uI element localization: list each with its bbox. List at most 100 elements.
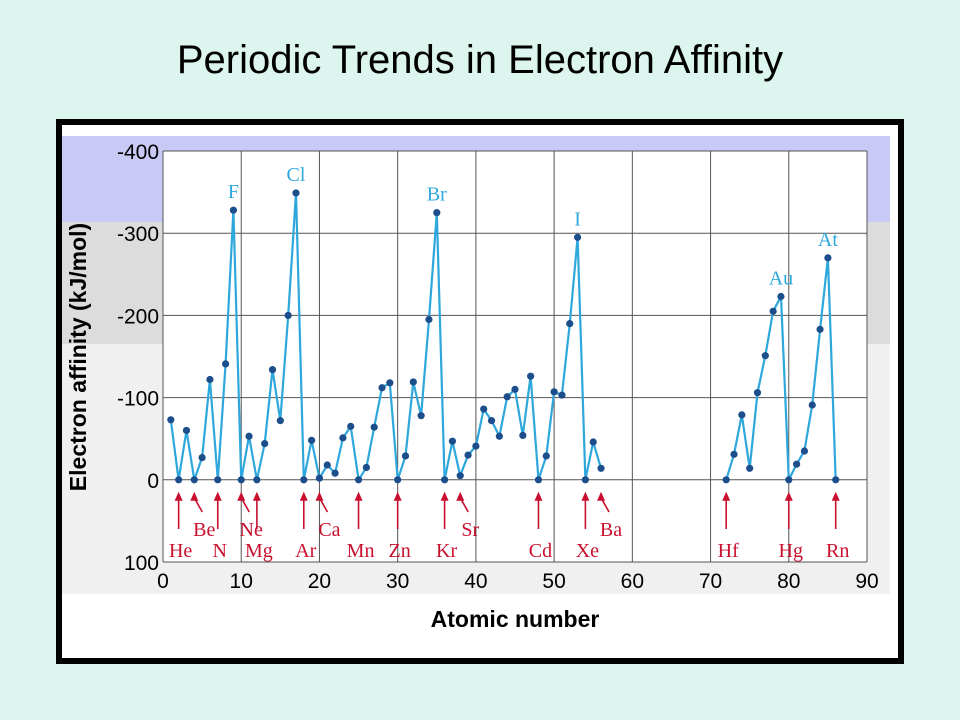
data-point xyxy=(495,432,503,440)
x-tick-label: 70 xyxy=(699,570,722,593)
element-label: Mn xyxy=(347,540,375,562)
peak-element-label: Au xyxy=(769,267,793,289)
data-point xyxy=(409,378,417,386)
data-point xyxy=(472,442,480,450)
data-point xyxy=(229,206,237,214)
data-point xyxy=(550,388,558,396)
series-line xyxy=(169,192,603,483)
data-point xyxy=(769,307,777,315)
element-arrowhead xyxy=(597,491,606,501)
element-arrowhead xyxy=(393,491,402,501)
x-tick-label: 50 xyxy=(542,570,565,593)
data-point xyxy=(378,384,386,392)
data-point xyxy=(221,360,230,368)
data-point xyxy=(167,416,175,424)
data-point xyxy=(542,452,550,460)
slide-title: Periodic Trends in Electron Affinity xyxy=(176,38,784,82)
element-label: Ba xyxy=(600,519,622,541)
data-point xyxy=(589,438,597,446)
data-point xyxy=(323,461,331,469)
y-axis-label: Electron affinity (kJ/mol) xyxy=(65,223,91,491)
element-arrowhead xyxy=(722,491,731,501)
data-point xyxy=(722,476,730,484)
data-point xyxy=(448,437,457,445)
y-tick-label: -400 xyxy=(117,141,159,164)
data-point xyxy=(730,450,738,458)
data-point xyxy=(394,476,402,484)
peak-element-label: Br xyxy=(427,184,447,206)
data-point xyxy=(261,440,269,448)
data-point xyxy=(558,391,566,399)
data-point xyxy=(339,434,347,442)
data-point xyxy=(175,476,183,484)
data-point xyxy=(425,315,433,324)
data-point xyxy=(519,431,527,440)
data-point xyxy=(503,393,511,401)
y-tick-label: 0 xyxy=(147,470,159,493)
element-arrowhead xyxy=(581,491,590,501)
element-label: Xe xyxy=(576,540,599,562)
data-point xyxy=(824,254,832,262)
element-label: Ar xyxy=(295,540,316,562)
data-point xyxy=(268,366,277,374)
element-label: Kr xyxy=(436,540,457,562)
element-arrowhead xyxy=(534,491,543,501)
x-tick-label: 0 xyxy=(157,570,169,593)
data-point xyxy=(308,436,316,444)
element-arrowhead xyxy=(237,491,246,501)
element-label: Sr xyxy=(461,519,479,541)
data-point xyxy=(753,389,762,397)
x-tick-label: 40 xyxy=(464,570,487,593)
x-tick-label: 20 xyxy=(308,570,331,593)
element-label: N xyxy=(213,540,227,562)
element-arrowhead xyxy=(252,491,261,501)
element-arrowhead xyxy=(299,491,308,501)
element-label: Ca xyxy=(318,519,340,541)
peak-label-layer: F Cl Br I Au At xyxy=(228,164,838,290)
element-arrowhead xyxy=(440,491,449,501)
data-point xyxy=(300,476,308,484)
element-label: Hg xyxy=(779,540,803,562)
y-tick-label: 100 xyxy=(124,552,159,575)
data-point xyxy=(315,474,324,482)
peak-element-label: F xyxy=(228,181,239,203)
data-point xyxy=(331,469,339,477)
data-point xyxy=(417,412,425,420)
element-label: Ne xyxy=(240,519,263,541)
data-point xyxy=(487,417,496,425)
figure-frame: F Cl Br I Au At He Be N Ne Mg Ar Ca Mn Zn Kr Sr Cd Xe Ba Hf… xyxy=(56,119,904,664)
data-point xyxy=(777,292,785,301)
element-label: Zn xyxy=(389,540,411,562)
data-point xyxy=(284,311,292,319)
data-point xyxy=(527,372,535,380)
y-tick-label: -300 xyxy=(117,223,159,246)
element-label: Mg xyxy=(245,540,273,562)
element-arrowhead xyxy=(174,491,183,501)
data-point xyxy=(182,426,191,435)
data-point xyxy=(237,476,245,484)
element-arrowhead xyxy=(831,491,840,501)
x-tick-label: 90 xyxy=(855,570,878,593)
data-point xyxy=(276,417,284,425)
data-point xyxy=(347,422,355,430)
element-label: He xyxy=(169,540,192,562)
data-point xyxy=(566,320,574,328)
data-point xyxy=(401,452,410,460)
data-point xyxy=(738,411,746,419)
data-point xyxy=(511,385,519,393)
data-point xyxy=(386,379,394,387)
x-tick-label: 60 xyxy=(621,570,644,593)
data-point xyxy=(354,476,363,484)
data-point xyxy=(292,189,300,197)
y-tick-label: -100 xyxy=(117,388,159,411)
element-arrowhead xyxy=(213,491,222,501)
data-point xyxy=(198,454,206,462)
data-point xyxy=(190,476,198,484)
data-point xyxy=(456,472,464,480)
element-arrowhead xyxy=(190,491,199,501)
x-tick-label: 30 xyxy=(386,570,409,593)
data-point xyxy=(597,464,605,472)
data-point xyxy=(370,423,378,431)
